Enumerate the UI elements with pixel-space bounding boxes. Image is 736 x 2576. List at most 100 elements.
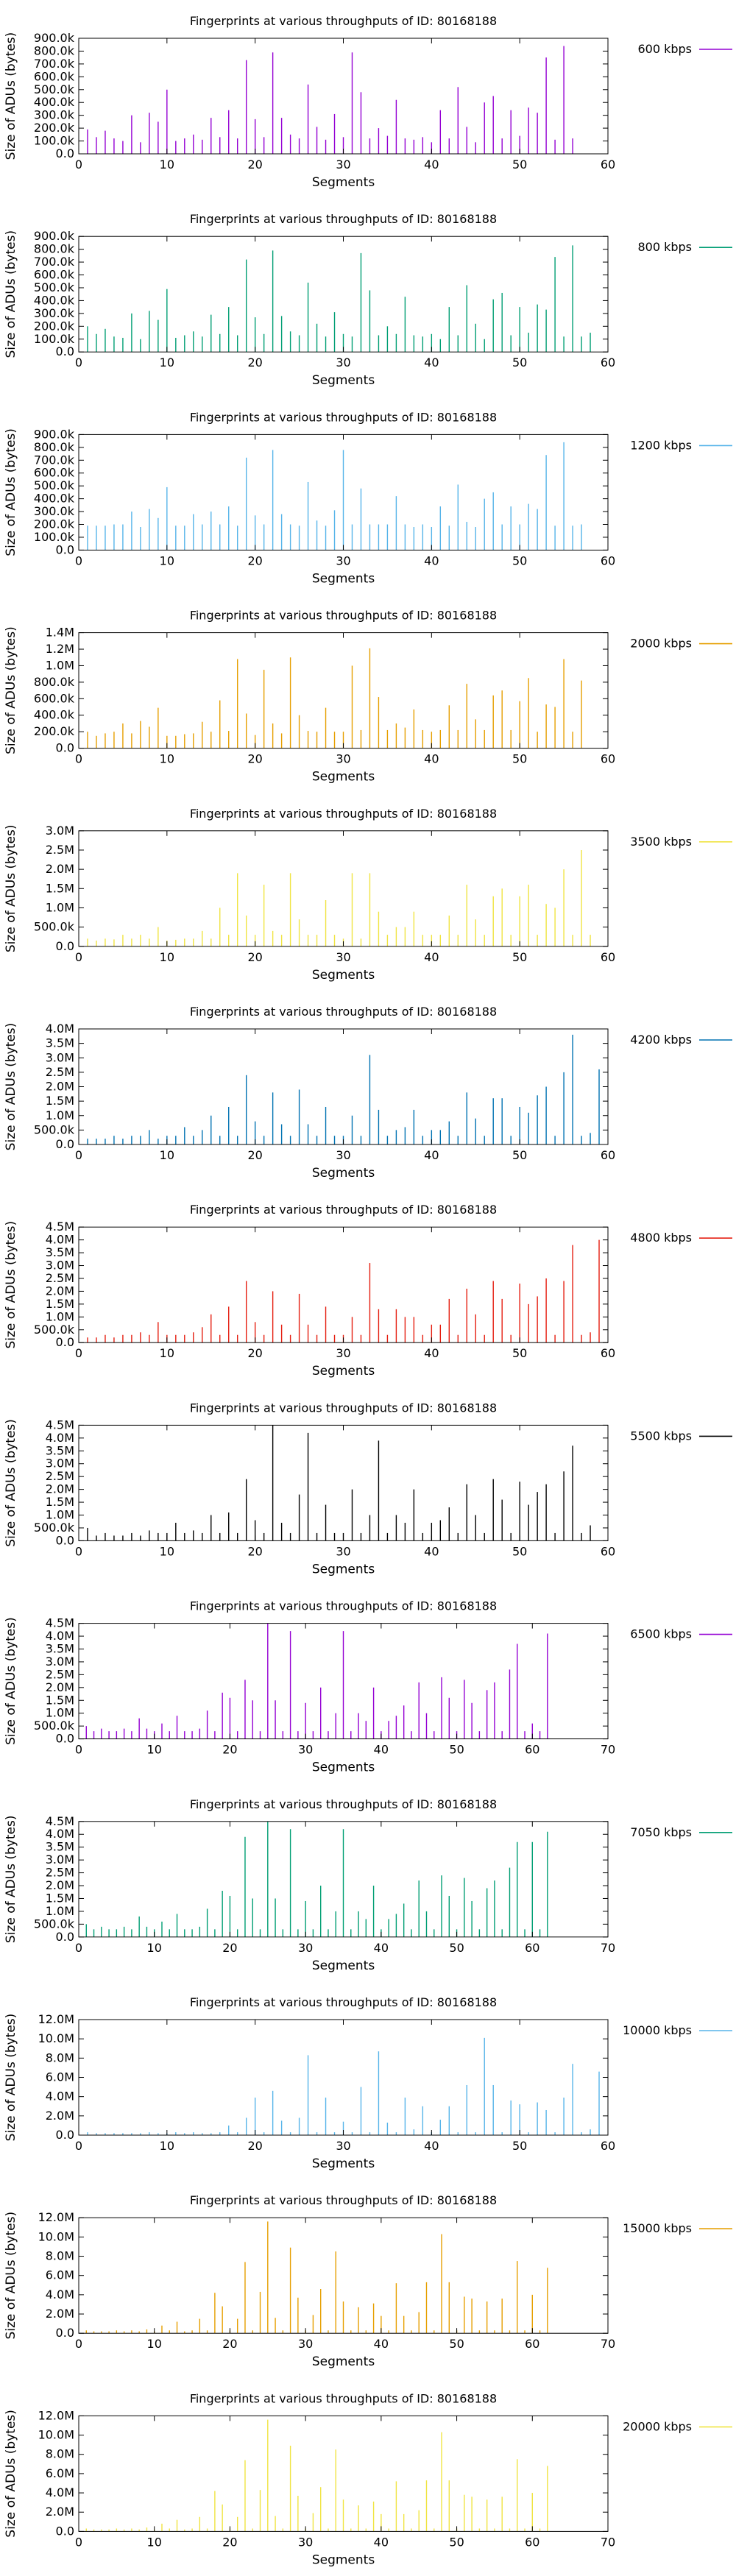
y-tick-label: 4.0M bbox=[46, 2287, 74, 2301]
x-tick-label: 30 bbox=[336, 950, 350, 964]
x-tick-label: 70 bbox=[601, 2535, 615, 2549]
plot-frame bbox=[78, 1623, 609, 1740]
y-tick-label: 600.0k bbox=[34, 268, 75, 282]
y-tick-label: 800.0k bbox=[34, 43, 75, 57]
x-tick-label: 30 bbox=[336, 1544, 350, 1558]
y-tick-label: 700.0k bbox=[34, 255, 75, 269]
y-tick-label: 3.0M bbox=[46, 1050, 74, 1064]
y-tick-label: 4.5M bbox=[46, 1814, 74, 1828]
x-tick-label: 10 bbox=[160, 752, 174, 766]
legend-label: 4200 kbps bbox=[630, 1033, 692, 1047]
x-tick-label: 40 bbox=[424, 950, 439, 964]
x-tick-label: 10 bbox=[160, 1544, 174, 1558]
x-tick-label: 20 bbox=[222, 1941, 237, 1955]
legend-label: 7050 kbps bbox=[630, 1825, 692, 1839]
x-tick-label: 60 bbox=[601, 1148, 615, 1162]
y-tick-label: 900.0k bbox=[34, 31, 75, 45]
y-tick-label: 1.2M bbox=[46, 642, 74, 656]
x-tick-label: 50 bbox=[512, 752, 527, 766]
chart-title: Fingerprints at various throughputs of I… bbox=[190, 2391, 497, 2405]
y-tick-label: 800.0k bbox=[34, 675, 75, 689]
y-tick-label: 12.0M bbox=[38, 2408, 74, 2422]
x-tick-label: 30 bbox=[336, 355, 350, 369]
y-tick-label: 0.0 bbox=[56, 1137, 74, 1151]
y-tick-label: 4.0M bbox=[46, 1629, 74, 1643]
x-tick-label: 20 bbox=[247, 950, 262, 964]
y-tick-label: 0.0 bbox=[56, 1732, 74, 1746]
y-tick-label: 0.0 bbox=[56, 1335, 74, 1349]
y-tick-label: 2.0M bbox=[46, 1482, 74, 1496]
y-tick-label: 10.0M bbox=[38, 2031, 74, 2045]
x-tick-label: 30 bbox=[336, 2139, 350, 2153]
x-tick-label: 50 bbox=[512, 2139, 527, 2153]
x-axis-label: Segments bbox=[312, 1761, 375, 1775]
x-axis-label: Segments bbox=[312, 1562, 375, 1577]
y-tick-label: 600.0k bbox=[34, 466, 75, 480]
y-tick-label: 500.0k bbox=[34, 280, 75, 294]
y-tick-label: 1.5M bbox=[46, 1693, 74, 1707]
chart-panel: Fingerprints at various throughputs of I… bbox=[4, 609, 732, 785]
x-tick-label: 60 bbox=[601, 2139, 615, 2153]
x-tick-label: 30 bbox=[298, 2535, 313, 2549]
x-tick-label: 10 bbox=[160, 355, 174, 369]
y-tick-label: 500.0k bbox=[34, 1323, 75, 1337]
x-axis-label: Segments bbox=[312, 373, 375, 388]
x-tick-label: 0 bbox=[75, 752, 82, 766]
x-tick-label: 40 bbox=[424, 1148, 439, 1162]
y-tick-label: 2.5M bbox=[46, 1065, 74, 1079]
chart-title: Fingerprints at various throughputs of I… bbox=[190, 1401, 497, 1415]
x-tick-label: 10 bbox=[160, 1148, 174, 1162]
x-tick-label: 20 bbox=[222, 2337, 237, 2351]
y-tick-label: 6.0M bbox=[46, 2466, 74, 2480]
y-tick-label: 1.5M bbox=[46, 1495, 74, 1509]
chart-panel: Fingerprints at various throughputs of I… bbox=[4, 212, 732, 388]
chart-title: Fingerprints at various throughputs of I… bbox=[190, 212, 497, 226]
x-tick-label: 70 bbox=[601, 1941, 615, 1955]
x-tick-label: 10 bbox=[147, 1941, 162, 1955]
legend-label: 20000 kbps bbox=[623, 2419, 692, 2433]
chart-panel: Fingerprints at various throughputs of I… bbox=[4, 2391, 732, 2567]
x-tick-label: 30 bbox=[336, 1346, 350, 1360]
y-tick-label: 2.0M bbox=[46, 2505, 74, 2519]
x-tick-label: 40 bbox=[424, 158, 439, 171]
chart-panel: Fingerprints at various throughputs of I… bbox=[4, 1599, 732, 1775]
y-tick-label: 8.0M bbox=[46, 2249, 74, 2263]
y-tick-label: 200.0k bbox=[34, 319, 75, 333]
y-tick-label: 500.0k bbox=[34, 1719, 75, 1733]
y-tick-label: 600.0k bbox=[34, 69, 75, 83]
chart-title: Fingerprints at various throughputs of I… bbox=[190, 1005, 497, 1019]
x-tick-label: 20 bbox=[247, 1346, 262, 1360]
y-tick-label: 4.0M bbox=[46, 2485, 74, 2499]
y-tick-label: 900.0k bbox=[34, 427, 75, 441]
y-tick-label: 3.0M bbox=[46, 1259, 74, 1273]
x-tick-label: 0 bbox=[75, 158, 82, 171]
x-tick-label: 60 bbox=[601, 158, 615, 171]
x-tick-label: 0 bbox=[75, 1148, 82, 1162]
chart-panel: Fingerprints at various throughputs of I… bbox=[4, 1401, 732, 1577]
y-tick-label: 400.0k bbox=[34, 492, 75, 506]
y-tick-label: 3.0M bbox=[46, 1853, 74, 1866]
x-tick-label: 40 bbox=[424, 355, 439, 369]
y-axis-label: Size of ADUs (bytes) bbox=[4, 626, 18, 754]
y-axis-label: Size of ADUs (bytes) bbox=[4, 1815, 18, 1943]
x-tick-label: 30 bbox=[336, 1148, 350, 1162]
x-axis-label: Segments bbox=[312, 1166, 375, 1181]
x-tick-label: 60 bbox=[601, 950, 615, 964]
x-tick-label: 10 bbox=[160, 1346, 174, 1360]
x-tick-label: 60 bbox=[601, 1346, 615, 1360]
y-tick-label: 500.0k bbox=[34, 478, 75, 492]
y-tick-label: 10.0M bbox=[38, 2428, 74, 2442]
y-tick-label: 0.0 bbox=[56, 2524, 74, 2538]
y-tick-label: 500.0k bbox=[34, 1917, 75, 1931]
chart-panel: Fingerprints at various throughputs of I… bbox=[4, 14, 732, 190]
y-tick-label: 8.0M bbox=[46, 2050, 74, 2064]
y-tick-label: 12.0M bbox=[38, 2012, 74, 2026]
y-tick-label: 6.0M bbox=[46, 2070, 74, 2084]
x-tick-label: 30 bbox=[336, 158, 350, 171]
y-tick-label: 700.0k bbox=[34, 57, 75, 71]
chart-panel: Fingerprints at various throughputs of I… bbox=[4, 1203, 732, 1379]
y-tick-label: 2.0M bbox=[46, 1680, 74, 1694]
y-axis-label: Size of ADUs (bytes) bbox=[4, 2014, 18, 2142]
x-axis-label: Segments bbox=[312, 175, 375, 190]
x-axis-label: Segments bbox=[312, 2354, 375, 2369]
